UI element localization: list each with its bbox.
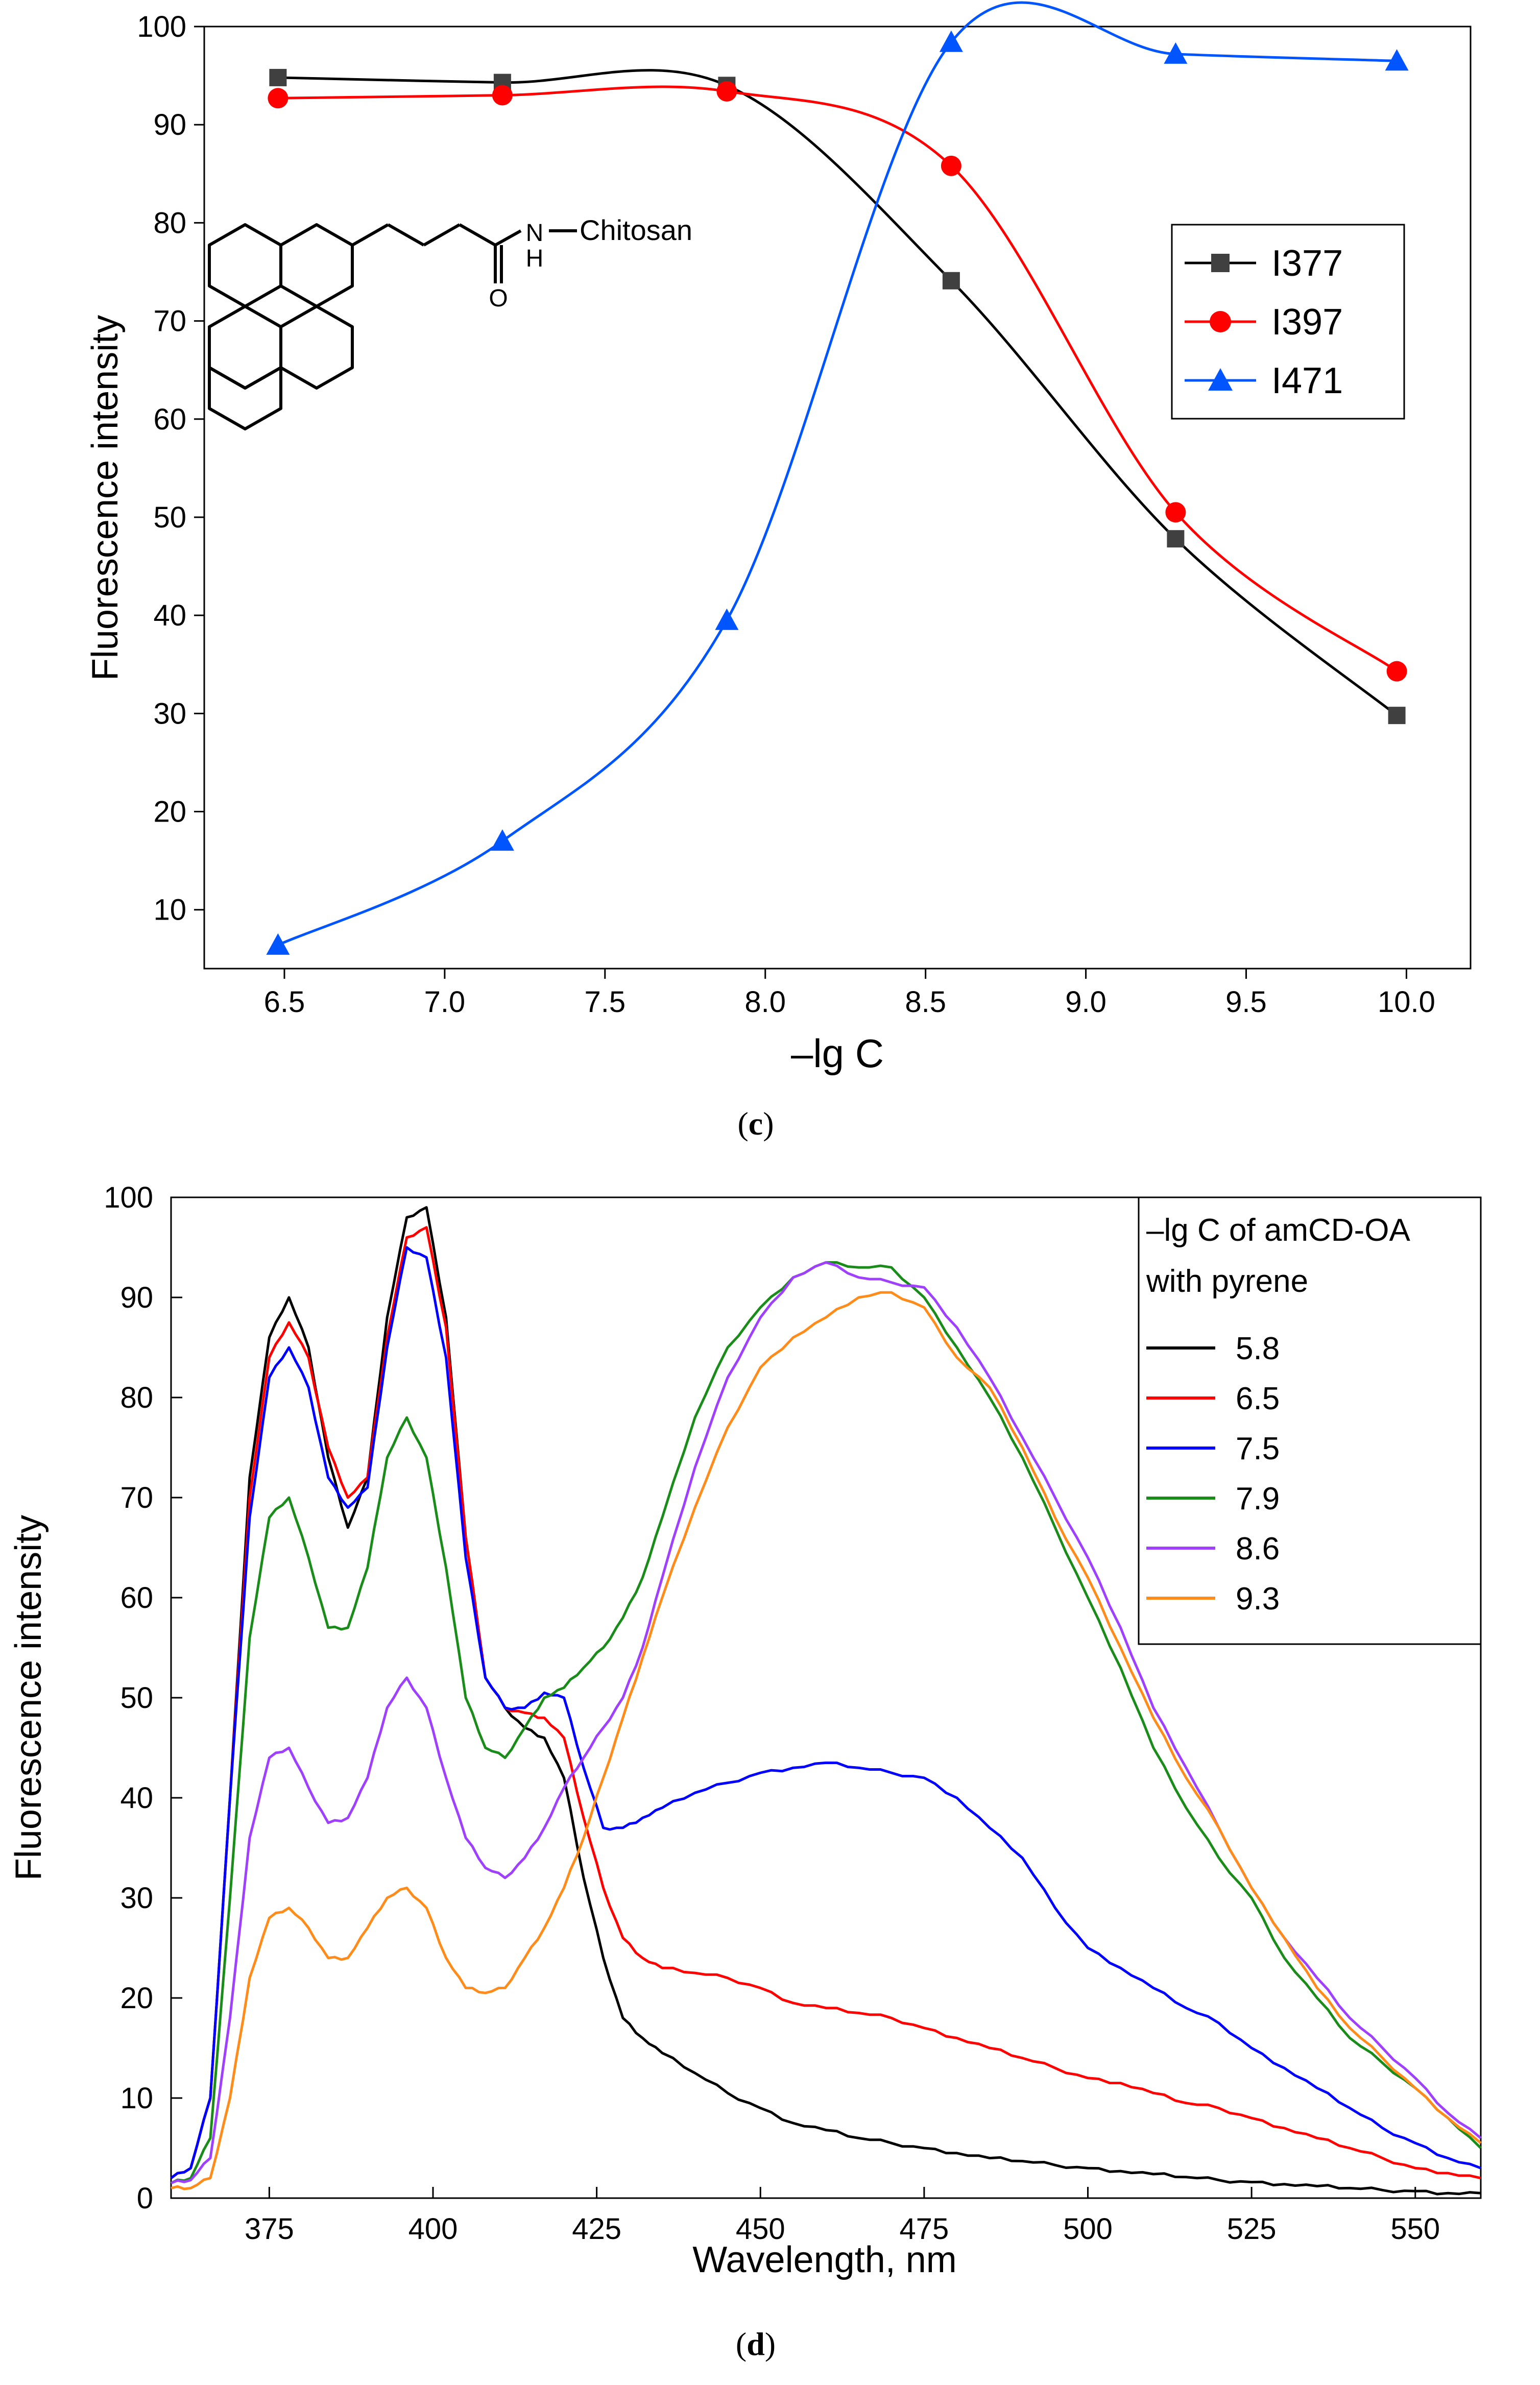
panel-d-legend: –lg C of amCD-OA with pyrene 5.8 6.5 7.5 7.…: [1138, 1196, 1482, 1645]
panel-c-y-tick-label: 50: [153, 501, 186, 534]
panel-d-x-tick-label: 550: [1390, 2212, 1440, 2246]
panel-d-legend-label: 6.5: [1236, 1381, 1280, 1416]
structure-chitosan-label: Chitosan: [580, 214, 692, 246]
panel-d-legend-title-line-2: with pyrene: [1146, 1264, 1308, 1299]
panel-d-legend-label: 7.5: [1236, 1431, 1280, 1466]
panel-c-plot-frame: [203, 26, 1472, 970]
panel-d-x-axis-label: Wavelength, nm: [692, 2239, 957, 2280]
panel-d-caption: (d): [736, 2326, 776, 2362]
panel-d-x-tick-label: 450: [736, 2212, 785, 2246]
structure-n-label: N: [526, 220, 544, 247]
panel-c-series-line-I471: [277, 1, 1397, 947]
panel-c-marker-I471: [939, 30, 963, 52]
panel-c-marker-I397: [941, 155, 961, 176]
panel-c-series-lines: [277, 1, 1398, 947]
panel-c-y-tick-label: 70: [153, 305, 186, 338]
panel-d-y-tick-label: 90: [120, 1281, 153, 1314]
panel-c-y-tick-label: 100: [137, 10, 186, 43]
panel-c-marker-I397: [716, 81, 737, 102]
panel-c-marker-I377: [269, 68, 287, 86]
panel-c-legend-marker: [1210, 311, 1231, 332]
panel-d-y-axis-label: Fluorescence intensity: [8, 1515, 49, 1881]
panel-c-marker-I471: [490, 829, 514, 851]
panel-d-x-tick-label: 425: [572, 2212, 621, 2246]
panel-d-y-tick-label: 50: [120, 1681, 153, 1715]
panel-c-marker-I377: [1388, 707, 1406, 725]
panel-d-x-tick-label: 500: [1063, 2212, 1113, 2246]
structure-o-label: O: [489, 285, 508, 312]
panel-c-y-tick-label: 90: [153, 108, 186, 141]
panel-d-y-tick-label: 40: [120, 1781, 153, 1815]
panel-d-x-tick-label: 525: [1227, 2212, 1277, 2246]
panel-d-legend-label: 9.3: [1236, 1581, 1280, 1617]
panel-c-x-tick-label: 9.0: [1065, 985, 1106, 1019]
panel-c-y-tick-label: 10: [153, 894, 186, 927]
panel-d-legend-label: 7.9: [1236, 1481, 1280, 1516]
panel-c-x-tick-label: 8.0: [744, 985, 786, 1019]
panel-c-x-tick-label: 7.5: [584, 985, 625, 1019]
panel-c-marker-I377: [942, 272, 960, 290]
panel-c-y-tick-label: 60: [153, 403, 186, 436]
panel-c-caption: (c): [737, 1105, 774, 1142]
panel-d-legend-label: 5.8: [1236, 1331, 1280, 1366]
panel-c-legend-marker: [1208, 368, 1233, 391]
panel-d-series-line-6.5: [170, 1226, 1481, 2180]
panel-d-series-lines: [170, 1206, 1482, 2196]
panel-d-y-tick-label: 100: [104, 1181, 153, 1214]
panel-d-legend-label: 8.6: [1236, 1531, 1280, 1567]
panel-d-chart: 0 10 20 30 40 50 60 70 80 90 100 375 400 425 450 475 500…: [8, 1181, 1482, 2362]
panel-d-y-tick-label: 80: [120, 1381, 153, 1414]
panel-c-x-tick-label: 9.5: [1225, 985, 1267, 1019]
panel-d-legend-box: [1138, 1196, 1482, 1645]
panel-c-x-tick-label: 8.5: [905, 985, 946, 1019]
panel-c-x-tick-label: 7.0: [424, 985, 466, 1019]
panel-c-axes: 10 20 30 40 50 60 70 80 90 100 6.5 7.0 7.5 8.0 8.5 9.0 9…: [137, 10, 1435, 1019]
panel-d-y-tick-label: 60: [120, 1581, 153, 1615]
panel-d-y-tick-label: 10: [120, 2082, 153, 2115]
panel-c-legend-label: I471: [1271, 360, 1343, 401]
panel-c-legend: I377 I397 I471: [1171, 224, 1405, 420]
panel-d-series-line-8.6: [171, 1261, 1482, 2184]
structure-h-label: H: [526, 245, 544, 272]
panel-c-marker-I377: [1167, 530, 1185, 548]
panel-c-y-tick-label: 20: [153, 796, 186, 829]
panel-c-marker-I471: [715, 608, 739, 630]
panel-d-legend-title-line-1: –lg C of amCD-OA: [1146, 1213, 1410, 1248]
panel-c-marker-I397: [268, 88, 288, 109]
panel-d-x-tick-label: 475: [899, 2212, 949, 2246]
panel-c-y-tick-label: 30: [153, 697, 186, 730]
panel-c-legend-marker: [1211, 254, 1230, 272]
panel-c-marker-I471: [266, 933, 290, 955]
panel-c-y-tick-label: 40: [153, 599, 186, 632]
panel-c-legend-label: I397: [1271, 302, 1343, 343]
panel-d-x-tick-label: 400: [408, 2212, 458, 2246]
panel-d-y-tick-label: 70: [120, 1481, 153, 1514]
panel-c-y-axis-label: Fluorescence intensity: [85, 315, 126, 681]
panel-d-axes: 0 10 20 30 40 50 60 70 80 90 100 375 400 425 450 475 500…: [104, 1181, 1440, 2246]
panel-d-y-tick-label: 20: [120, 1982, 153, 2015]
panel-d-series-line-7.9: [170, 1261, 1482, 2184]
panel-d-x-tick-label: 375: [245, 2212, 294, 2246]
panel-c-x-tick-label: 10.0: [1378, 985, 1435, 1019]
panel-c-marker-I397: [1386, 661, 1407, 682]
panel-c-marker-I397: [1165, 502, 1186, 523]
panel-d-series-line-9.3: [171, 1291, 1482, 2190]
panel-c-legend-label: I377: [1271, 243, 1343, 284]
panel-c-x-tick-label: 6.5: [264, 985, 305, 1019]
panel-c-marker-I471: [1385, 49, 1409, 71]
panel-c-y-tick-label: 80: [153, 206, 186, 239]
panel-d-series-line-5.8: [170, 1206, 1481, 2196]
panel-c-x-axis-label: –lg C: [791, 1031, 884, 1076]
panel-c-chart: N H O Chitosan 10 20 30 40 50 60 70 80 90 100 6.5 7…: [85, 1, 1472, 1142]
panel-c-markers: [266, 30, 1409, 955]
panel-d-y-tick-label: 0: [137, 2182, 153, 2215]
panel-d-y-tick-label: 30: [120, 1882, 153, 1915]
panel-c-marker-I471: [1164, 42, 1188, 64]
pyrene-structure-inset: [208, 223, 577, 430]
panel-d-series-line-7.5: [170, 1246, 1481, 2179]
panel-c-marker-I397: [492, 85, 513, 106]
